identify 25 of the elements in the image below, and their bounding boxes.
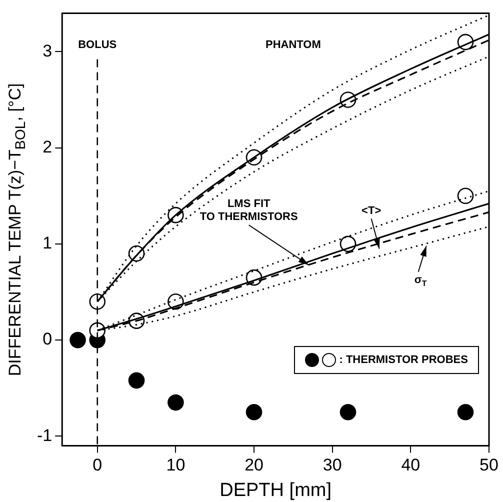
- x-tick-label: 0: [92, 456, 102, 475]
- point: [168, 394, 184, 411]
- x-tick-label: 20: [244, 456, 264, 475]
- y-tick-label: 2: [42, 137, 52, 156]
- annotation: PHANTOM: [265, 39, 321, 52]
- legend: : THERMISTOR PROBES: [294, 346, 479, 374]
- y-tick-label: -1: [36, 426, 52, 445]
- annotation: LMS FIT TO THERMISTORS: [200, 198, 298, 224]
- point: [246, 404, 262, 420]
- annotation: <T>: [362, 204, 382, 217]
- point: [340, 404, 356, 420]
- y-tick-label: 0: [42, 330, 52, 349]
- x-tick-label: 50: [480, 456, 498, 475]
- point: [70, 332, 86, 348]
- x-tick-label: 40: [401, 456, 420, 475]
- legend-label: : THERMISTOR PROBES: [339, 354, 468, 366]
- point: [457, 404, 474, 420]
- x-axis-title: DEPTH [mm]: [220, 480, 332, 501]
- point: [457, 188, 474, 204]
- x-tick-label: 10: [166, 456, 186, 475]
- y-tick-label: 3: [42, 41, 52, 60]
- ref-line-label: BOLUS: [78, 39, 117, 52]
- y-tick-label: 1: [42, 234, 52, 253]
- point: [128, 372, 145, 389]
- x-tick-label: 30: [322, 456, 342, 475]
